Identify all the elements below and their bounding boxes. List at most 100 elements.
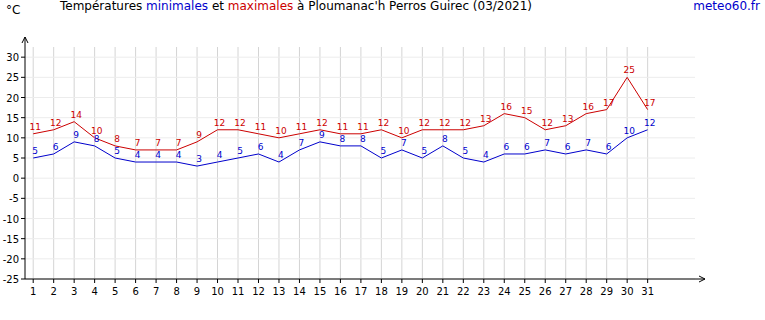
data-label: 4 (135, 150, 141, 160)
title-part: Températures (59, 0, 146, 13)
x-tick (524, 279, 525, 283)
x-grid (586, 47, 587, 279)
data-label: 5 (114, 146, 120, 156)
x-tick (319, 279, 320, 283)
y-tick-label: -10 (3, 214, 19, 225)
x-grid (647, 47, 648, 279)
data-label: 12 (234, 118, 245, 128)
x-tick (238, 279, 239, 283)
x-grid (278, 47, 279, 279)
data-label: 5 (237, 146, 243, 156)
x-grid (606, 47, 607, 279)
x-tick-label: 3 (71, 286, 77, 297)
data-label: 4 (483, 150, 489, 160)
data-label: 12 (378, 118, 389, 128)
x-tick (565, 279, 566, 283)
x-tick (217, 279, 218, 283)
x-tick (647, 279, 648, 283)
data-label: 11 (29, 122, 40, 132)
y-tick (21, 77, 25, 78)
y-grid (25, 258, 695, 259)
x-grid (217, 47, 218, 279)
y-tick-label: -5 (9, 193, 19, 204)
x-grid (53, 47, 54, 279)
y-grid (25, 238, 695, 239)
x-tick-label: 5 (112, 286, 118, 297)
x-tick-label: 15 (314, 286, 327, 297)
x-tick-label: 2 (50, 286, 56, 297)
y-tick (21, 218, 25, 219)
x-grid (504, 47, 505, 279)
x-grid (565, 47, 566, 279)
y-tick-label: -25 (3, 274, 19, 285)
title: Températures minimales et maximales à Pl… (59, 0, 532, 13)
x-grid (176, 47, 177, 279)
y-tick-label: 0 (13, 173, 19, 184)
data-label: 4 (278, 150, 284, 160)
x-grid (524, 47, 525, 279)
y-tick-label: 10 (6, 133, 19, 144)
x-tick-label: 17 (355, 286, 368, 297)
x-grid (360, 47, 361, 279)
x-tick (422, 279, 423, 283)
data-label: 5 (421, 146, 427, 156)
title-part: et (208, 0, 228, 13)
x-tick (627, 279, 628, 283)
plot (33, 77, 647, 166)
y-grid (25, 158, 695, 159)
data-label: 6 (53, 142, 59, 152)
data-label: 6 (524, 142, 530, 152)
data-label: 12 (419, 118, 430, 128)
y-tick-label: 25 (6, 72, 19, 83)
data-label: 13 (480, 114, 491, 124)
x-grid (33, 47, 34, 279)
x-tick (586, 279, 587, 283)
data-label: 7 (135, 138, 141, 148)
y-grid (25, 178, 695, 179)
x-tick-label: 6 (132, 286, 138, 297)
data-label: 9 (196, 130, 202, 140)
data-label: 12 (644, 118, 655, 128)
chart: -25-20-15-10-505101520253012345678910111… (0, 0, 765, 320)
x-tick-label: 28 (580, 286, 593, 297)
data-label: 9 (319, 130, 325, 140)
x-tick-label: 1 (30, 286, 36, 297)
x-tick (33, 279, 34, 283)
y-tick (21, 279, 25, 280)
x-grid (381, 47, 382, 279)
x-tick-label: 22 (457, 286, 470, 297)
x-tick-label: 27 (559, 286, 572, 297)
x-grid (483, 47, 484, 279)
data-label: 8 (340, 134, 346, 144)
title-part: à Ploumanac'h Perros Guirec (03/2021) (293, 0, 532, 13)
x-grid (340, 47, 341, 279)
x-tick-label: 29 (600, 286, 613, 297)
y-tick-label: -15 (3, 234, 19, 245)
x-tick-label: 31 (641, 286, 654, 297)
data-label: 11 (255, 122, 266, 132)
y-tick (21, 117, 25, 118)
x-tick (258, 279, 259, 283)
data-label: 7 (299, 138, 305, 148)
data-label: 6 (565, 142, 571, 152)
data-label: 16 (501, 102, 513, 112)
source: meteo60.fr (693, 0, 760, 13)
x-tick-label: 13 (273, 286, 286, 297)
y-tick (21, 97, 25, 98)
data-label: 10 (623, 126, 635, 136)
x-tick (606, 279, 607, 283)
data-label: 10 (91, 126, 103, 136)
x-grid (422, 47, 423, 279)
x-tick-label: 18 (375, 286, 388, 297)
data-label: 12 (542, 118, 553, 128)
y-tick-label: 5 (13, 153, 19, 164)
x-arrow (699, 276, 705, 282)
x-tick-label: 10 (211, 286, 224, 297)
data-label: 5 (462, 146, 468, 156)
data-label: 14 (70, 110, 82, 120)
x-tick-label: 24 (498, 286, 511, 297)
data-label: 8 (360, 134, 366, 144)
y-arrow (22, 37, 28, 43)
y-grid (25, 218, 695, 219)
data-label: 7 (155, 138, 161, 148)
